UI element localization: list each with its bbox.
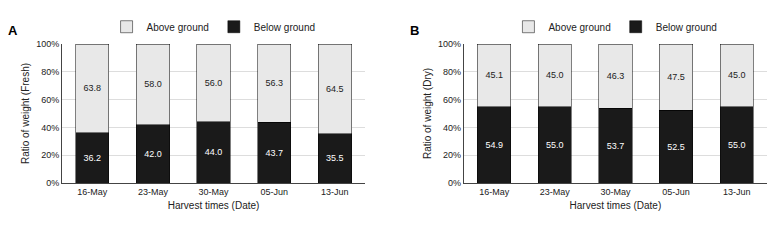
svg-text:40%: 40% [443,123,461,133]
svg-text:56.3: 56.3 [265,78,283,88]
svg-text:Harvest times (Date): Harvest times (Date) [168,200,260,211]
svg-text:23-May: 23-May [138,187,169,197]
svg-text:0%: 0% [448,178,461,188]
svg-text:45.0: 45.0 [728,70,746,80]
svg-text:53.7: 53.7 [607,141,625,151]
svg-text:20%: 20% [443,150,461,160]
svg-text:Above ground: Above ground [147,22,209,33]
svg-text:36.2: 36.2 [84,153,102,163]
svg-text:46.3: 46.3 [607,71,625,81]
svg-text:Below ground: Below ground [656,22,717,33]
svg-text:Ratio of weight (Fresh): Ratio of weight (Fresh) [20,63,31,164]
svg-text:42.0: 42.0 [144,149,162,159]
svg-text:100%: 100% [438,39,461,49]
svg-text:45.1: 45.1 [485,70,503,80]
svg-text:44.0: 44.0 [205,147,223,157]
svg-text:30-May: 30-May [199,187,230,197]
svg-text:56.0: 56.0 [205,78,223,88]
svg-text:05-Jun: 05-Jun [260,187,288,197]
svg-text:63.8: 63.8 [84,83,102,93]
svg-text:58.0: 58.0 [144,79,162,89]
svg-text:B: B [410,23,419,38]
svg-text:80%: 80% [443,67,461,77]
svg-text:64.5: 64.5 [326,84,344,94]
svg-text:13-Jun: 13-Jun [321,187,349,197]
svg-text:Harvest times (Date): Harvest times (Date) [570,200,662,211]
svg-text:55.0: 55.0 [728,140,746,150]
svg-text:Above ground: Above ground [548,22,610,33]
svg-text:30-May: 30-May [600,187,631,197]
svg-text:40%: 40% [41,123,59,133]
svg-text:47.5: 47.5 [667,72,685,82]
svg-text:54.9: 54.9 [485,140,503,150]
svg-text:Below ground: Below ground [254,22,315,33]
svg-text:45.0: 45.0 [546,70,564,80]
svg-text:20%: 20% [41,150,59,160]
svg-text:13-Jun: 13-Jun [723,187,751,197]
svg-text:23-May: 23-May [540,187,571,197]
svg-text:16-May: 16-May [479,187,510,197]
svg-text:Ratio of weight (Dry): Ratio of weight (Dry) [422,68,433,159]
svg-text:16-May: 16-May [77,187,108,197]
svg-text:55.0: 55.0 [546,140,564,150]
svg-text:05-Jun: 05-Jun [662,187,690,197]
svg-text:43.7: 43.7 [265,148,283,158]
svg-text:60%: 60% [41,95,59,105]
svg-text:52.5: 52.5 [667,142,685,152]
svg-text:100%: 100% [36,39,59,49]
svg-text:60%: 60% [443,95,461,105]
svg-text:0%: 0% [46,178,59,188]
svg-text:A: A [8,23,18,38]
svg-text:80%: 80% [41,67,59,77]
svg-text:35.5: 35.5 [326,153,344,163]
